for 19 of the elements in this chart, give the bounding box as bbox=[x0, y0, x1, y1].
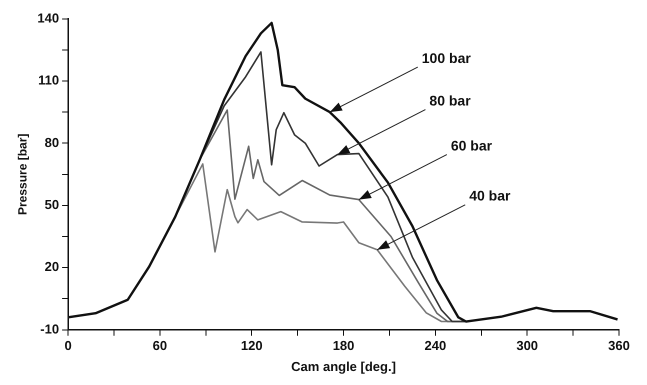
x-tick-label: 0 bbox=[64, 338, 72, 354]
x-tick-label: 300 bbox=[516, 338, 538, 354]
annotation: 80 bar bbox=[429, 92, 472, 108]
annotation: 100 bar bbox=[422, 50, 472, 66]
y-tick-label: 20 bbox=[44, 259, 60, 274]
y-tick-label: 80 bbox=[44, 134, 60, 150]
x-tick-label: 60 bbox=[152, 338, 168, 354]
x-tick-label: 240 bbox=[424, 338, 446, 354]
x-axis-title: Cam angle [deg.] bbox=[291, 358, 396, 374]
y-tick-label: 110 bbox=[38, 72, 60, 88]
x-tick-label: 360 bbox=[608, 338, 630, 354]
x-tick-label: 180 bbox=[332, 338, 354, 354]
y-tick-label: -10 bbox=[40, 321, 60, 336]
annotation: 40 bar bbox=[469, 188, 512, 204]
x-tick-label: 120 bbox=[240, 338, 263, 354]
y-tick-label: 50 bbox=[44, 196, 60, 212]
y-tick-label: 140 bbox=[37, 10, 60, 26]
annotation: 60 bar bbox=[450, 137, 493, 154]
y-axis-title: Pressure [bar] bbox=[16, 134, 30, 215]
